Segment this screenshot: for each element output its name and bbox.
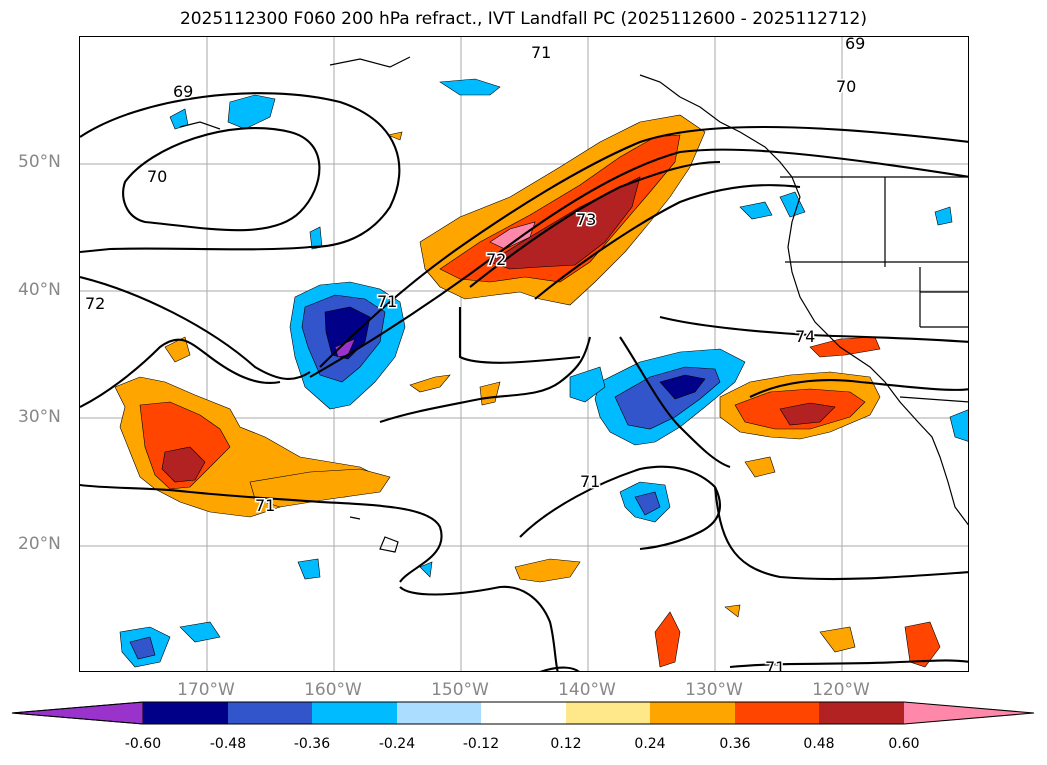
colorbar-bin — [819, 702, 904, 724]
map-canvas: 69 70 69 71 70 72 72 73 71 74 71 71 71 — [80, 37, 968, 672]
lon-label: 170°W — [177, 680, 235, 700]
lat-label: 20°N — [18, 534, 61, 554]
lon-label: 150°W — [431, 680, 489, 700]
contour-label: 71 — [531, 43, 551, 62]
contour-label: 71 — [255, 496, 275, 515]
colorbar-tick-label: 0.60 — [888, 736, 920, 752]
contour-lines — [80, 92, 968, 671]
contour-label: 71 — [765, 658, 785, 672]
lon-label: 140°W — [558, 680, 616, 700]
colorbar-bin — [143, 702, 228, 724]
positive-anomaly-fills — [114, 114, 941, 668]
map-title: 2025112300 F060 200 hPa refract., IVT La… — [179, 9, 867, 29]
colorbar-tick-label: -0.48 — [209, 736, 247, 752]
contour-label: 73 — [576, 210, 596, 229]
contour-label: 71 — [580, 472, 600, 491]
colorbar-tick-label: -0.36 — [293, 736, 331, 752]
colorbar-bin — [650, 702, 735, 724]
contour-label: 72 — [486, 250, 506, 269]
lat-label: 50°N — [18, 152, 61, 172]
colorbar-bin — [566, 702, 650, 724]
contour-label: 70 — [147, 167, 167, 186]
contour-label: 69 — [845, 37, 865, 53]
colorbar-tick-label: 0.12 — [550, 736, 582, 752]
lon-label: 160°W — [304, 680, 362, 700]
colorbar-tick-label: -0.24 — [378, 736, 416, 752]
colorbar-bin — [481, 702, 566, 724]
lat-label: 40°N — [18, 280, 61, 300]
contour-label-layer: 69 70 69 71 70 72 72 73 71 74 71 71 71 — [84, 37, 867, 672]
contour-label: 71 — [377, 292, 397, 311]
negative-anomaly-fills — [119, 78, 968, 668]
contour-label: 70 — [836, 77, 856, 96]
colorbar-tick-label: 0.48 — [803, 736, 835, 752]
colorbar-bin — [735, 702, 819, 724]
colorbar-tick-label: -0.60 — [124, 736, 162, 752]
lon-label: 130°W — [685, 680, 743, 700]
colorbar-extend-low — [11, 701, 144, 725]
colorbar-tick-label: -0.12 — [462, 736, 500, 752]
colorbar-tick-label: 0.24 — [634, 736, 666, 752]
colorbar-bin — [397, 702, 481, 724]
colorbar — [11, 701, 1035, 725]
colorbar-tick-label: 0.36 — [719, 736, 751, 752]
lon-label: 120°W — [812, 680, 870, 700]
colorbar-extend-high — [904, 702, 1034, 724]
colorbar-bin — [312, 702, 397, 724]
contour-label: 72 — [85, 294, 105, 313]
contour-label: 74 — [795, 327, 815, 346]
map-frame: 69 70 69 71 70 72 72 73 71 74 71 71 71 — [79, 36, 969, 672]
lat-label: 30°N — [18, 407, 61, 427]
colorbar-bin — [228, 702, 312, 724]
coastlines — [179, 56, 968, 553]
contour-label: 69 — [173, 82, 193, 101]
